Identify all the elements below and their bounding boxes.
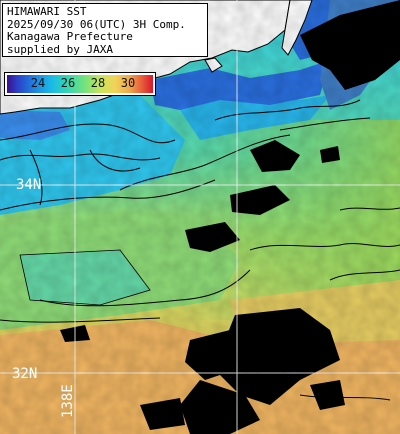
title-line-3: Kanagawa Prefecture — [7, 30, 133, 43]
title-line-2: 2025/09/30 06(UTC) 3H Comp. — [7, 17, 186, 31]
colorbar-legend: 24 26 28 30 — [4, 72, 156, 96]
lat-label-32n: 32N — [12, 366, 38, 382]
colorbar-tick-30: 30 — [120, 76, 136, 90]
title-line-1: HIMAWARI SST — [7, 5, 87, 18]
lon-label-138e: 138E — [60, 384, 76, 418]
title-line-4: supplied by JAXA — [7, 42, 113, 56]
colorbar-tick-26: 26 — [60, 76, 76, 90]
title-panel: HIMAWARI SST 2025/09/30 06(UTC) 3H Comp. K… — [2, 3, 208, 57]
colorbar-tick-28: 28 — [90, 76, 106, 90]
colorbar-gradient — [7, 75, 153, 93]
lat-label-34n: 34N — [16, 177, 42, 193]
colorbar-tick-24: 24 — [30, 76, 46, 90]
